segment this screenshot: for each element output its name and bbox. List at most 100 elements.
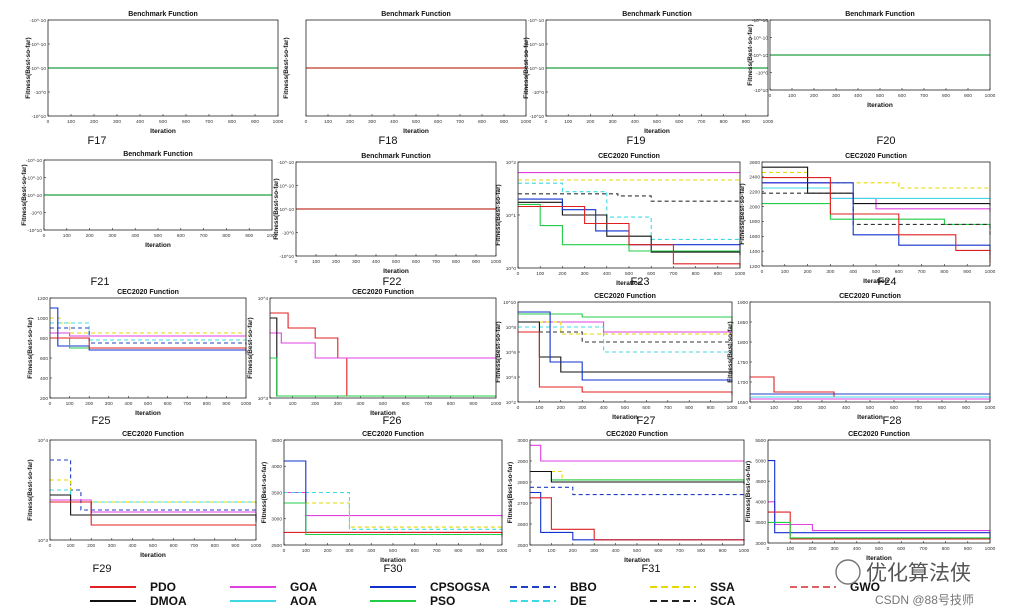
function-label: F20 <box>877 135 896 147</box>
x-axis-label: Iteration <box>612 414 638 421</box>
series-line-de <box>284 491 503 533</box>
plot-frame <box>749 301 991 403</box>
x-tick-label: 0 <box>49 401 52 407</box>
legend-label: SSA <box>710 580 735 594</box>
x-tick-label: 900 <box>472 259 480 265</box>
x-tick-label: 800 <box>685 405 693 411</box>
x-tick-label: 0 <box>769 93 772 99</box>
function-label: F19 <box>627 135 646 147</box>
function-label: F30 <box>384 563 403 575</box>
y-tick-label: 3000 <box>517 438 528 444</box>
x-tick-label: 800 <box>692 271 700 277</box>
x-tick-label: 1000 <box>251 543 262 549</box>
y-tick-label: 2900 <box>517 459 528 465</box>
x-tick-label: 400 <box>356 401 364 407</box>
function-label: F25 <box>92 415 111 427</box>
x-tick-label: 1000 <box>521 119 532 125</box>
chart-title: Benchmark Function <box>845 11 915 18</box>
series-line-bbo <box>530 486 745 497</box>
y-tick-label: -10^-10 <box>26 158 42 164</box>
x-tick-label: 1000 <box>241 401 252 407</box>
x-axis-label: Iteration <box>624 557 650 564</box>
y-tick-label: -10^0 <box>756 70 768 76</box>
x-tick-label: 800 <box>697 548 705 554</box>
y-tick-label: 2400 <box>749 175 760 181</box>
y-tick-label: 3500 <box>271 490 282 496</box>
y-tick-label: 2600 <box>749 160 760 166</box>
x-tick-label: 200 <box>557 405 565 411</box>
y-tick-label: 2700 <box>517 501 528 507</box>
chart-panel: Benchmark Function Iteration Fitness(Best-… <box>523 11 774 135</box>
y-tick-label: 10^4 <box>506 375 517 381</box>
chart-title: CEC2020 Function <box>362 431 424 438</box>
chart-panel: CEC2020 Function Iteration Fitness(Best-so… <box>247 289 502 417</box>
series-line-pdo <box>270 312 496 397</box>
series-line-pdo <box>750 376 991 398</box>
y-tick-label: 3500 <box>755 520 766 526</box>
y-axis-label: Fitness(Best-so-far) <box>739 183 746 244</box>
y-tick-label: 1200 <box>37 296 48 302</box>
x-tick-label: 0 <box>749 405 752 411</box>
x-axis-label: Iteration <box>616 280 642 287</box>
x-tick-label: 500 <box>653 119 661 125</box>
x-tick-label: 300 <box>578 405 586 411</box>
x-tick-label: 600 <box>647 271 655 277</box>
y-tick-label: 1800 <box>737 340 748 346</box>
x-tick-label: 900 <box>245 233 253 239</box>
y-tick-label: 4500 <box>755 479 766 485</box>
x-tick-label: 300 <box>590 548 598 554</box>
chart-title: CEC2020 Function <box>839 293 901 300</box>
x-tick-label: 1000 <box>985 93 996 99</box>
x-tick-label: 200 <box>804 269 812 275</box>
y-tick-label: 1650 <box>737 400 748 406</box>
y-tick-label: -10^0 <box>282 230 294 236</box>
x-axis-label: Iteration <box>863 278 889 285</box>
y-tick-label: -10^-10 <box>30 66 46 72</box>
x-tick-label: 700 <box>433 548 441 554</box>
y-tick-label: 2600 <box>517 522 528 528</box>
y-tick-label: 3000 <box>271 517 282 523</box>
chart-panel: CEC2020 Function Iteration Fitness(Best-so… <box>507 431 750 564</box>
y-axis-label: Fitness(Best-so-far) <box>745 461 752 522</box>
x-tick-label: 0 <box>517 271 520 277</box>
y-tick-label: -10^-10 <box>30 42 46 48</box>
x-tick-label: 900 <box>714 271 722 277</box>
x-tick-label: 600 <box>890 405 898 411</box>
x-tick-label: 600 <box>895 269 903 275</box>
x-tick-label: 800 <box>942 93 950 99</box>
x-tick-label: 800 <box>211 543 219 549</box>
series-line-sca <box>518 193 741 203</box>
x-tick-label: 700 <box>920 93 928 99</box>
x-tick-label: 900 <box>251 119 259 125</box>
x-tick-label: 400 <box>124 401 132 407</box>
x-tick-label: 700 <box>919 546 927 552</box>
x-tick-label: 900 <box>500 119 508 125</box>
x-tick-label: 400 <box>367 548 375 554</box>
x-axis-label: Iteration <box>857 414 883 421</box>
series-line-pso <box>270 357 496 397</box>
x-axis-label: Iteration <box>403 128 429 135</box>
series-line-pso <box>284 502 503 537</box>
x-tick-label: 700 <box>664 405 672 411</box>
x-tick-label: 900 <box>964 93 972 99</box>
x-tick-label: 800 <box>452 259 460 265</box>
chart-title: Benchmark Function <box>622 11 692 18</box>
x-tick-label: 1000 <box>985 546 996 552</box>
x-tick-label: 1000 <box>739 548 750 554</box>
x-tick-label: 200 <box>86 233 94 239</box>
x-tick-label: 900 <box>707 405 715 411</box>
legend-label: GWO <box>850 580 880 594</box>
y-tick-label: -10^-10 <box>752 35 768 41</box>
y-tick-label: 2800 <box>517 480 528 486</box>
plot-frame <box>269 297 497 399</box>
y-axis-label: Fitness(Best-so-far) <box>25 37 32 98</box>
x-tick-label: 400 <box>842 405 850 411</box>
x-tick-label: 900 <box>222 401 230 407</box>
x-tick-label: 200 <box>346 119 354 125</box>
chart-panel: CEC2020 Function Iteration Fitness(Best-so… <box>27 289 252 417</box>
x-axis-label: Iteration <box>145 242 171 249</box>
series-line-goa <box>50 332 246 337</box>
y-tick-label: 10^8 <box>506 325 517 331</box>
y-tick-label: -10^10 <box>27 228 42 234</box>
chart-title: CEC2020 Function <box>606 431 668 438</box>
